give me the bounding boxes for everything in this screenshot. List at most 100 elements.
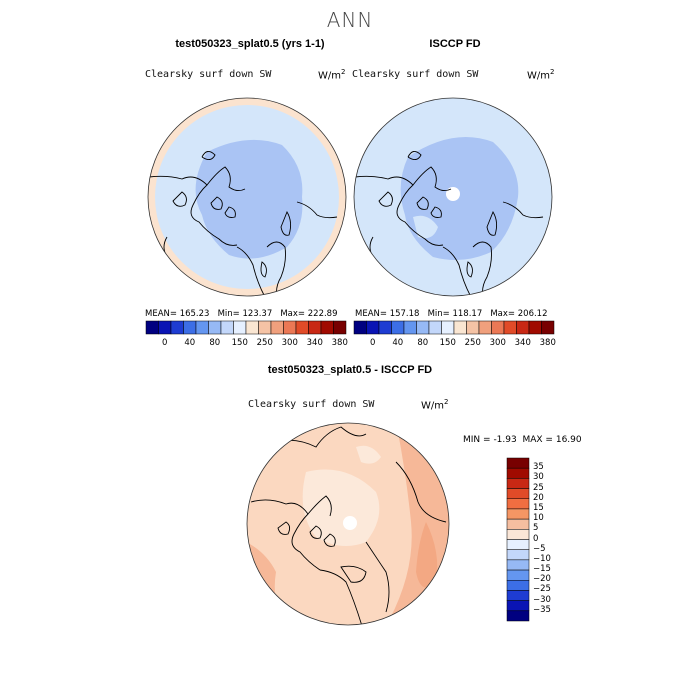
diff-colorbar-label: 0 (533, 533, 539, 544)
top-colorbar-swatch (183, 320, 197, 335)
panel-2-stats: MEAN= 157.18 Min= 118.17 Max= 206.12 (355, 309, 548, 319)
top-colorbar-swatch (453, 320, 467, 335)
top-colorbar-swatch (528, 320, 542, 335)
top-colorbar-swatch (478, 320, 492, 335)
top-colorbar-label: 340 (306, 338, 323, 348)
top-colorbar-swatch (428, 320, 442, 335)
top-colorbar-swatch (158, 320, 172, 335)
panel-2-title: ISCCP FD (429, 38, 481, 50)
top-colorbar-swatch (170, 320, 184, 335)
top-colorbar-swatch (516, 320, 530, 335)
diff-colorbar-label: 20 (533, 492, 544, 503)
page-title: ANN (326, 8, 374, 32)
panel-1-units: W/m2 (318, 68, 346, 82)
diff-field-label: Clearsky surf down SW (248, 399, 375, 410)
diff-polar-hole (343, 516, 357, 530)
top-colorbar-swatch (378, 320, 392, 335)
panel-1-title: test050323_splat0.5 (yrs 1-1) (175, 38, 325, 50)
top-colorbar-swatch (403, 320, 417, 335)
top-colorbar-label: 250 (464, 338, 481, 348)
top-colorbar-swatch (208, 320, 222, 335)
top-colorbar-swatch (391, 320, 405, 335)
top-colorbar-swatch (541, 320, 555, 335)
diff-colorbar-swatch (506, 539, 530, 550)
top-colorbar-label: 40 (392, 338, 404, 348)
diff-colorbar-swatch (506, 569, 530, 581)
diff-colorbar-swatch (506, 549, 530, 561)
top-colorbar-swatch (283, 320, 297, 335)
top-colorbar-label: 150 (439, 338, 456, 348)
top-colorbar-swatch (416, 320, 430, 335)
diff-colorbar-label: −30 (533, 594, 551, 605)
diff-colorbar-swatch (506, 488, 530, 499)
diff-colorbar-label: 35 (533, 462, 544, 473)
top-colorbar-swatch (320, 320, 334, 335)
diff-colorbar-label: −15 (533, 564, 551, 575)
top-colorbar-swatch (195, 320, 209, 335)
top-colorbar-swatch (441, 320, 455, 335)
top-colorbar-label: 80 (209, 338, 221, 348)
diff-colorbar-swatch (506, 580, 530, 591)
panel-2-polar-hole (446, 187, 460, 201)
diff-colorbar-swatch (506, 610, 530, 622)
panel-2-coastlines (354, 121, 544, 296)
top-colorbar-swatch (308, 320, 322, 335)
diff-colorbar-label: −10 (533, 553, 551, 564)
diff-stats: MIN = -1.93 MAX = 16.90 (463, 435, 582, 445)
diff-colorbar-swatch (506, 498, 530, 510)
diff-colorbar-swatch (506, 467, 530, 479)
diff-units: W/m2 (421, 398, 449, 412)
diff-polar-map (246, 422, 450, 626)
top-colorbar-swatch (295, 320, 309, 335)
top-colorbar-label: 80 (417, 338, 429, 348)
top-colorbar-swatch (366, 320, 380, 335)
diff-colorbar-swatch (506, 457, 530, 469)
diff-colorbar-swatch (506, 600, 530, 612)
top-colorbar-swatch (333, 320, 347, 335)
diff-colorbar-label: 5 (533, 523, 539, 534)
panel-1-field-label: Clearsky surf down SW (145, 69, 272, 80)
top-colorbar-swatch (503, 320, 517, 335)
top-colorbar-label: 150 (231, 338, 248, 348)
diff-colorbar-swatch (506, 518, 530, 530)
diff-colorbar-label: 30 (533, 472, 544, 483)
top-colorbar-swatch (353, 320, 367, 335)
panel-2-units: W/m2 (527, 68, 555, 82)
top-colorbar-label: 0 (162, 338, 168, 348)
top-colorbar-swatch (491, 320, 505, 335)
diff-coastlines (250, 426, 447, 625)
top-colorbar-swatch (258, 320, 272, 335)
diff-colorbar-swatch (506, 590, 530, 601)
top-colorbar-label: 250 (256, 338, 273, 348)
diff-colorbar-label: 15 (533, 502, 544, 513)
top-colorbar-swatch (220, 320, 234, 335)
diff-colorbar-label: −25 (533, 584, 551, 595)
top-colorbar-label: 380 (331, 338, 348, 348)
top-colorbar-label: 300 (489, 338, 506, 348)
diff-colorbar-label: −35 (533, 604, 551, 615)
top-colorbar-label: 40 (184, 338, 196, 348)
diff-colorbar-label: 10 (533, 513, 544, 524)
diff-colorbar-label: −5 (533, 543, 546, 554)
top-colorbar-label: 340 (514, 338, 531, 348)
panel-1-polar-map (147, 97, 347, 297)
top-colorbar-label: 300 (281, 338, 298, 348)
top-colorbar (145, 320, 555, 335)
top-colorbar-swatch (145, 320, 159, 335)
panel-1-inner-field (195, 139, 303, 259)
diff-colorbar (506, 457, 530, 622)
diff-colorbar-label: −20 (533, 574, 551, 585)
diff-colorbar-swatch (506, 559, 530, 571)
diff-colorbar-swatch (506, 478, 530, 489)
top-colorbar-swatch (245, 320, 259, 335)
top-colorbar-swatch (233, 320, 247, 335)
panel-2-field-label: Clearsky surf down SW (352, 69, 479, 80)
top-colorbar-swatch (270, 320, 284, 335)
top-colorbar-label: 380 (539, 338, 556, 348)
diff-colorbar-swatch (506, 529, 530, 540)
diff-title: test050323_splat0.5 - ISCCP FD (267, 364, 433, 376)
panel-1-stats: MEAN= 165.23 Min= 123.37 Max= 222.89 (145, 309, 338, 319)
top-colorbar-swatch (466, 320, 480, 335)
panel-2-polar-map (353, 97, 553, 297)
diff-colorbar-swatch (506, 508, 530, 520)
